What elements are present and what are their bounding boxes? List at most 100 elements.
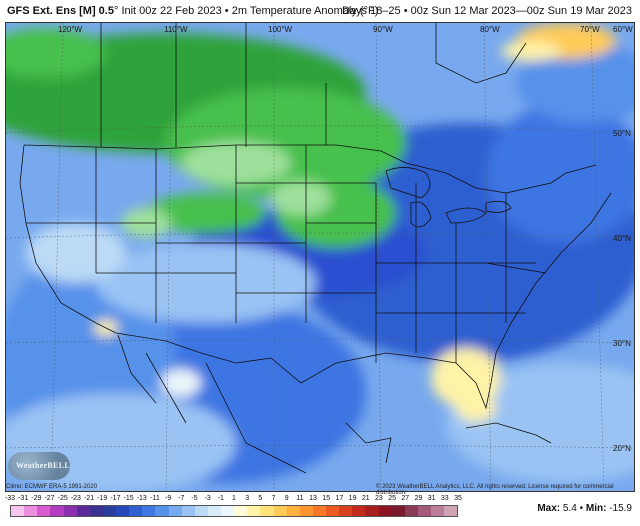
- init-time: Init 00z 22 Feb 2023: [121, 5, 222, 17]
- lat-label: 20°N: [613, 444, 631, 453]
- separator: •: [224, 5, 229, 17]
- legend-tick: 33: [440, 495, 449, 502]
- climo-note: Climo: ECMWF ERA-5 1991-2020: [6, 484, 98, 490]
- logo-text: WeatherBELL: [16, 461, 70, 470]
- legend-tick: -23: [70, 495, 81, 502]
- variable-name: 2m Temperature Anomaly (°F): [231, 5, 379, 17]
- legend-tick: 13: [309, 495, 317, 502]
- colorbar-segment: [326, 506, 340, 516]
- colorbar-segment: [404, 506, 418, 516]
- legend-tick: -9: [164, 495, 172, 502]
- longitude-labels: 120°W 110°W 100°W 90°W 80°W 70°W 60°W: [58, 25, 633, 34]
- legend-tick: -13: [136, 495, 147, 502]
- lon-label: 90°W: [373, 25, 393, 34]
- colorbar-segment: [273, 506, 287, 516]
- legend-tick-labels: -33 -31 -29 -27 -25 -23 -21 -19 -17 -15 -13 -11 -9 -7…: [4, 495, 466, 505]
- colorbar-segment: [89, 506, 103, 516]
- colorbar-segment: [247, 506, 261, 516]
- copyright-note: © 2023 WeatherBELL Analytics, LLC. All r…: [376, 484, 614, 496]
- anomaly-field: [6, 23, 634, 491]
- legend-tick: 31: [427, 495, 436, 502]
- state-borders: [19, 23, 612, 474]
- lon-label: 60°W: [613, 25, 633, 34]
- colorbar-segment: [142, 506, 156, 516]
- colorbar-segment: [37, 506, 51, 516]
- colorbar-segment: [444, 506, 458, 516]
- legend-tick: -25: [57, 495, 68, 502]
- legend-tick: 7: [271, 495, 276, 502]
- lon-label: 80°W: [480, 25, 500, 34]
- lon-label: 100°W: [268, 25, 293, 34]
- colorbar-segment: [116, 506, 130, 516]
- legend-tick: -29: [31, 495, 42, 502]
- legend-tick: -7: [178, 495, 185, 502]
- legend-tick: 19: [348, 495, 357, 502]
- colorbar-segment: [50, 506, 64, 516]
- legend-tick: -21: [83, 495, 95, 502]
- colorbar-segment: [155, 506, 169, 516]
- lon-label: 70°W: [580, 25, 600, 34]
- lat-label: 30°N: [613, 339, 631, 348]
- legend-tick: -17: [110, 495, 121, 502]
- colorbar-segment: [63, 506, 77, 516]
- legend-tick: 17: [335, 495, 344, 502]
- colorbar-segment: [24, 506, 38, 516]
- colorbar-segment: [299, 506, 313, 516]
- model-name: GFS Ext. Ens [M] 0.5: [7, 5, 114, 17]
- legend-tick: 25: [388, 495, 397, 502]
- legend-tick: -15: [123, 495, 134, 502]
- colorbar-segment: [76, 506, 90, 516]
- degree-mark: °: [113, 5, 119, 17]
- lon-label: 120°W: [58, 25, 83, 34]
- colorbar-segment: [11, 506, 25, 516]
- colorbar-segment: [391, 506, 405, 516]
- legend-tick: -3: [204, 495, 211, 502]
- map-canvas: 120°W 110°W 100°W 90°W 80°W 70°W 60°W 50…: [6, 23, 634, 491]
- legend-tick: -31: [18, 495, 29, 502]
- legend-tick: 9: [284, 495, 289, 502]
- colorbar-segment: [221, 506, 235, 516]
- legend-tick: -1: [217, 495, 224, 502]
- colorbar-segment: [102, 506, 116, 516]
- anomaly-map: 120°W 110°W 100°W 90°W 80°W 70°W 60°W 50…: [5, 22, 635, 492]
- colorbar-segment: [168, 506, 182, 516]
- colorbar-segment: [129, 506, 143, 516]
- stats-separator: •: [579, 503, 584, 514]
- legend-tick: 3: [245, 495, 250, 502]
- header-title: GFS Ext. Ens [M] 0.5° Init 00z 22 Feb 20…: [7, 5, 378, 17]
- valid-period: Days 18–25 • 00z Sun 12 Mar 2023—00z Sun…: [341, 5, 632, 17]
- legend-tick: -33: [4, 495, 16, 502]
- colorbar-segment: [339, 506, 353, 516]
- legend-tick: 15: [322, 495, 331, 502]
- lat-label: 50°N: [613, 129, 631, 138]
- legend-tick: 1: [232, 495, 236, 502]
- max-label: Max:: [537, 503, 561, 514]
- legend-tick: 35: [454, 495, 462, 502]
- colorbar-segment: [194, 506, 208, 516]
- colorbar-segment: [181, 506, 195, 516]
- max-min-stats: Max: 5.4 • Min: -15.9: [537, 503, 632, 514]
- legend-tick: -27: [44, 495, 55, 502]
- latitude-labels: 50°N 40°N 30°N 20°N: [613, 129, 631, 453]
- lon-label: 110°W: [164, 25, 188, 34]
- colorbar-segment: [431, 506, 445, 516]
- colorbar-segment: [417, 506, 431, 516]
- colorbar-segment: [352, 506, 366, 516]
- legend-tick: 29: [414, 495, 423, 502]
- lat-lon-grid: [6, 23, 634, 491]
- colorbar-segment: [207, 506, 221, 516]
- colorbar-segment: [312, 506, 326, 516]
- colorbar-segment: [378, 506, 392, 516]
- min-value: -15.9: [609, 503, 632, 514]
- colorbar-segment: [365, 506, 379, 516]
- colorbar-segment: [260, 506, 274, 516]
- lat-label: 40°N: [613, 234, 631, 243]
- legend-tick: 21: [361, 495, 370, 502]
- min-label: Min:: [585, 503, 607, 514]
- legend-tick: -5: [191, 495, 198, 502]
- legend-colorbar: [10, 505, 458, 517]
- legend-tick: 23: [375, 495, 383, 502]
- legend-tick: -11: [150, 495, 160, 502]
- map-header: GFS Ext. Ens [M] 0.5° Init 00z 22 Feb 20…: [0, 0, 640, 22]
- legend-tick: -19: [97, 495, 108, 502]
